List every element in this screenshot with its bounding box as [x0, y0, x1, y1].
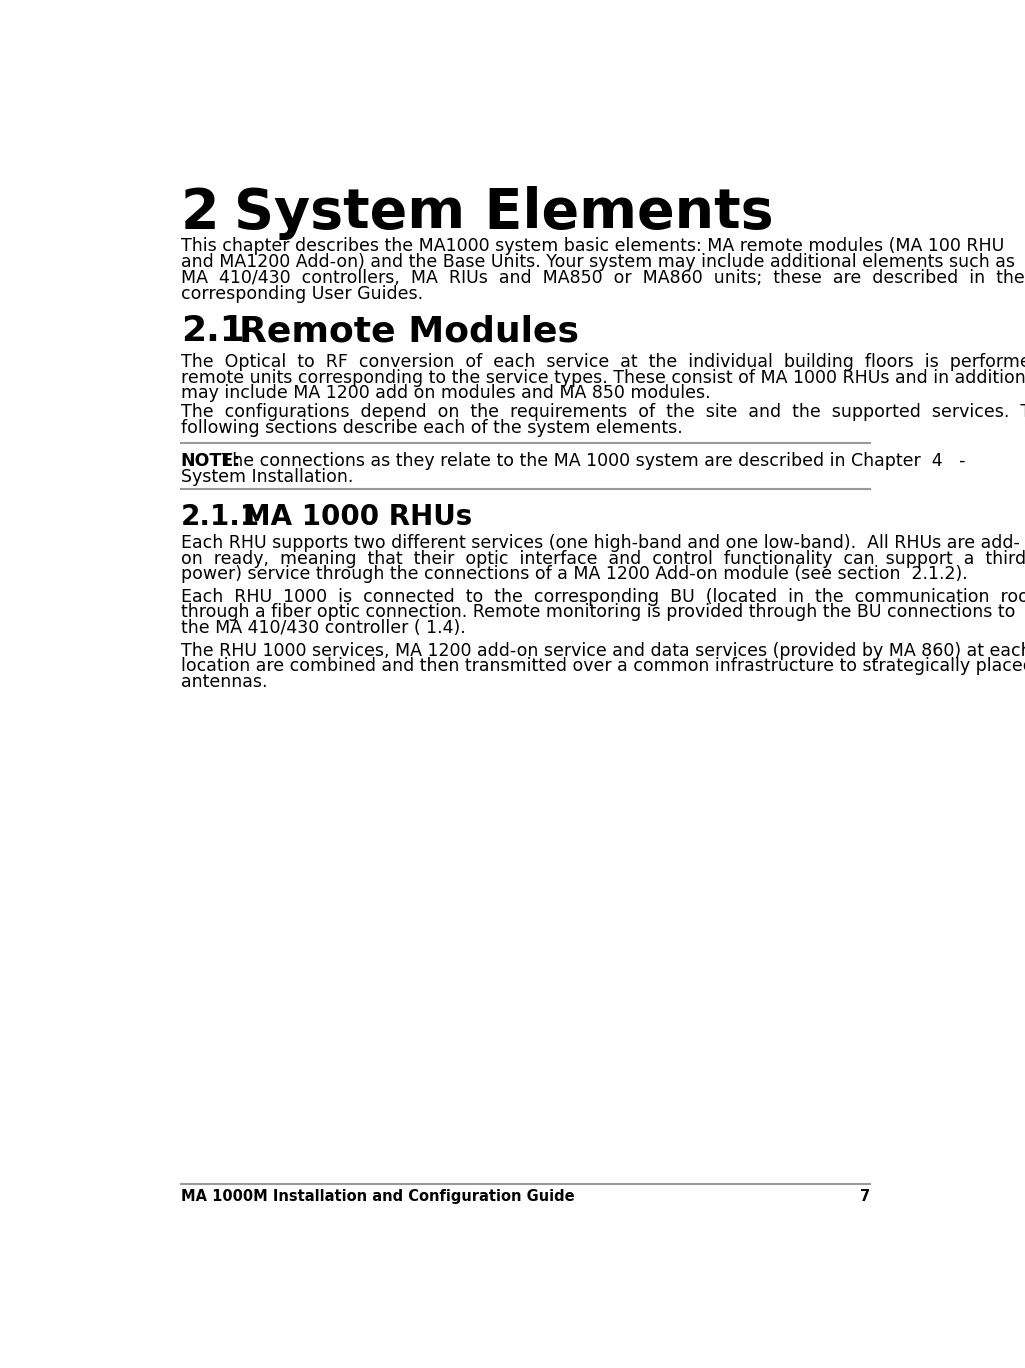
Text: MA 1000M Installation and Configuration Guide: MA 1000M Installation and Configuration … — [180, 1189, 574, 1204]
Text: 2: 2 — [180, 186, 219, 239]
Text: 2.1: 2.1 — [180, 315, 245, 349]
Text: This chapter describes the MA1000 system basic elements: MA remote modules (MA 1: This chapter describes the MA1000 system… — [180, 237, 1004, 256]
Text: MA 1000 RHUs: MA 1000 RHUs — [243, 503, 473, 531]
Text: Remote Modules: Remote Modules — [239, 315, 579, 349]
Text: 2.1.1: 2.1.1 — [180, 503, 260, 531]
Text: the MA 410/430 controller ( 1.4).: the MA 410/430 controller ( 1.4). — [180, 620, 465, 637]
Text: 7: 7 — [860, 1189, 870, 1204]
Text: The  Optical  to  RF  conversion  of  each  service  at  the  individual  buildi: The Optical to RF conversion of each ser… — [180, 353, 1025, 371]
Text: System Installation.: System Installation. — [180, 468, 354, 486]
Text: through a fiber optic connection. Remote monitoring is provided through the BU c: through a fiber optic connection. Remote… — [180, 603, 1015, 621]
Text: corresponding User Guides.: corresponding User Guides. — [180, 285, 423, 302]
Text: System Elements: System Elements — [234, 186, 773, 239]
Text: Each  RHU  1000  is  connected  to  the  corresponding  BU  (located  in  the  c: Each RHU 1000 is connected to the corres… — [180, 588, 1025, 606]
Text: The  configurations  depend  on  the  requirements  of  the  site  and  the  sup: The configurations depend on the require… — [180, 402, 1025, 421]
Text: antennas.: antennas. — [180, 673, 268, 691]
Text: remote units corresponding to the service types. These consist of MA 1000 RHUs a: remote units corresponding to the servic… — [180, 368, 1025, 387]
Text: NOTE:: NOTE: — [180, 453, 241, 471]
Text: power) service through the connections of a MA 1200 Add-on module (see section  : power) service through the connections o… — [180, 565, 968, 583]
Text: location are combined and then transmitted over a common infrastructure to strat: location are combined and then transmitt… — [180, 658, 1025, 676]
Text: The connections as they relate to the MA 1000 system are described in Chapter  4: The connections as they relate to the MA… — [215, 453, 966, 471]
Text: MA  410/430  controllers,  MA  RIUs  and  MA850  or  MA860  units;  these  are  : MA 410/430 controllers, MA RIUs and MA85… — [180, 269, 1025, 287]
Text: following sections describe each of the system elements.: following sections describe each of the … — [180, 419, 683, 436]
Text: Each RHU supports two different services (one high-band and one low-band).  All : Each RHU supports two different services… — [180, 534, 1020, 551]
Text: on  ready,  meaning  that  their  optic  interface  and  control  functionality : on ready, meaning that their optic inter… — [180, 550, 1025, 568]
Text: and MA1200 Add-on) and the Base Units. Your system may include additional elemen: and MA1200 Add-on) and the Base Units. Y… — [180, 253, 1015, 271]
Text: The RHU 1000 services, MA 1200 add-on service and data services (provided by MA : The RHU 1000 services, MA 1200 add-on se… — [180, 642, 1025, 659]
Text: may include MA 1200 add on modules and MA 850 modules.: may include MA 1200 add on modules and M… — [180, 384, 710, 402]
